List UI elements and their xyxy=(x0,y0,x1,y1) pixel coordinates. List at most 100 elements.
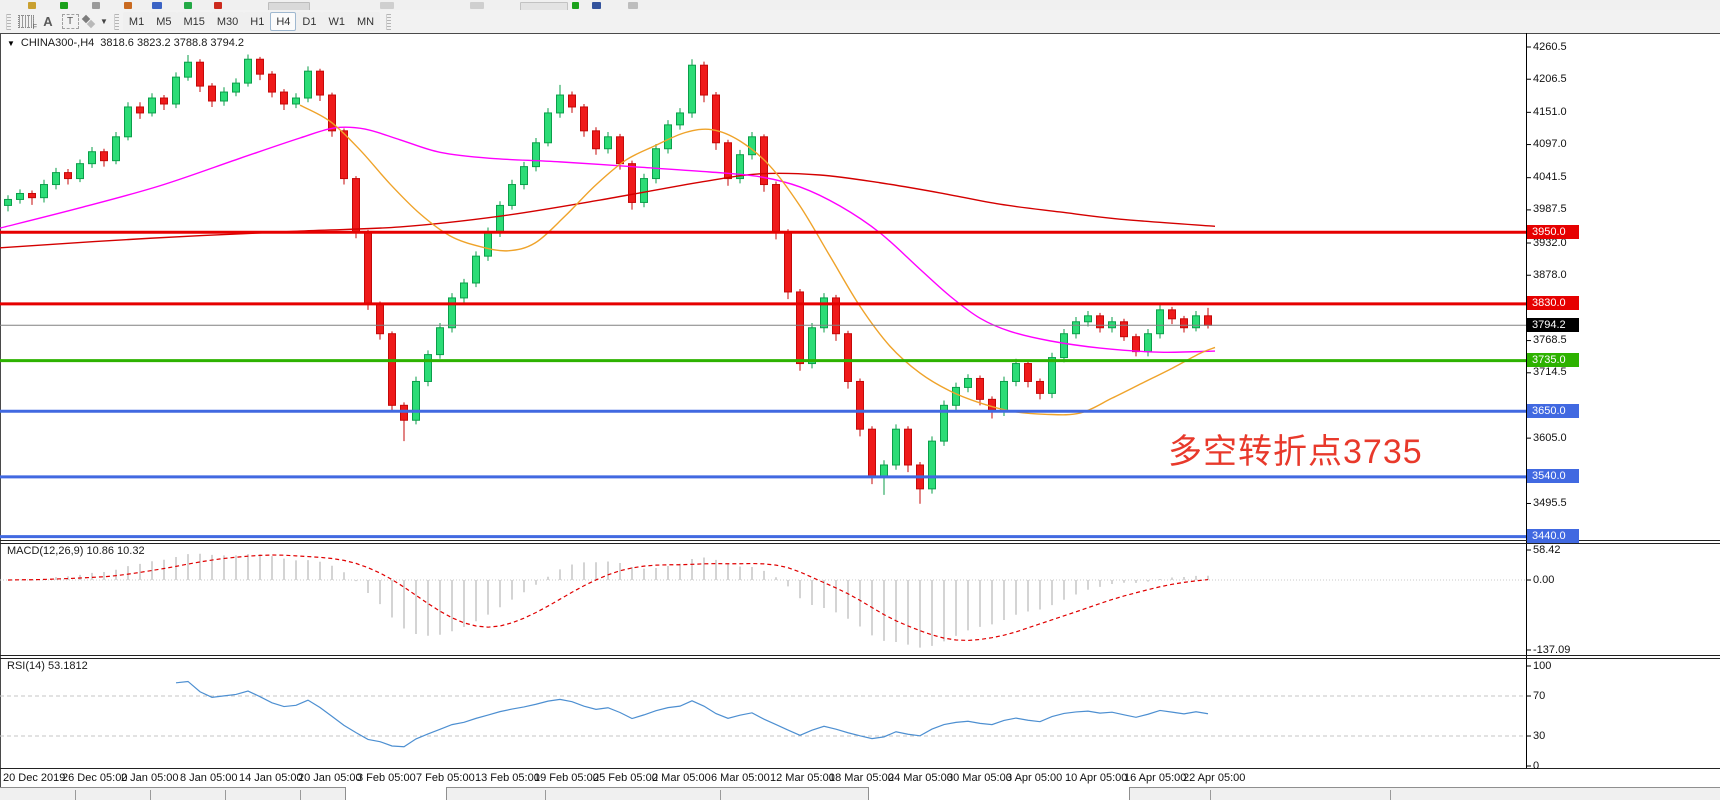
slow-ma-line xyxy=(0,172,1216,249)
shapes-tool-icon[interactable]: ▼ xyxy=(81,12,108,31)
macd-indicator-label: MACD(12,26,9) 10.86 10.32 xyxy=(7,545,145,557)
chart-window[interactable]: ▼ CHINA300-,H4 3818.6 3823.2 3788.8 3794… xyxy=(0,33,1720,800)
text-box-tool-icon[interactable]: T xyxy=(59,12,81,31)
toolbar-drag-handle[interactable] xyxy=(113,13,119,30)
time-tick-label: 16 Apr 05:00 xyxy=(1124,772,1187,784)
level-price-label: 3540.0 xyxy=(1527,469,1579,484)
fast-ma-line xyxy=(299,104,1216,416)
time-tick-label: 3 Apr 05:00 xyxy=(1006,772,1063,784)
clipped-icon xyxy=(572,2,579,9)
time-tick-label: 2 Jan 05:00 xyxy=(121,772,179,784)
tab-divider xyxy=(545,790,546,800)
macd-scale-label: -137.09 xyxy=(1533,643,1571,656)
tab-divider xyxy=(1210,790,1211,800)
chart-tab-bar[interactable] xyxy=(0,787,1720,800)
time-tick-label: 8 Jan 05:00 xyxy=(180,772,238,784)
price-tick-label: 4260.5 xyxy=(1533,40,1567,53)
time-tick-label: 25 Feb 05:00 xyxy=(593,772,658,784)
time-tick-label: 20 Jan 05:00 xyxy=(298,772,362,784)
clipped-icon xyxy=(628,2,638,9)
current-price-label: 3794.2 xyxy=(1527,317,1579,332)
chart-canvas[interactable] xyxy=(0,33,1720,800)
clipped-icon xyxy=(60,2,68,9)
time-tick-label: 20 Dec 2019 xyxy=(3,772,66,784)
rsi-scale-label: 0 xyxy=(1533,759,1540,772)
clipped-icon xyxy=(184,2,192,9)
level-price-label: 3650.0 xyxy=(1527,403,1579,418)
timeframe-m5-button[interactable]: M5 xyxy=(150,12,178,31)
clipped-icon xyxy=(28,2,36,9)
time-tick-label: 6 Mar 05:00 xyxy=(711,772,770,784)
price-tick-label: 3987.5 xyxy=(1533,203,1567,216)
chart-tab[interactable] xyxy=(868,787,1130,800)
crosshair-grid-icon[interactable]: F xyxy=(15,12,37,31)
time-tick-label: 26 Dec 05:00 xyxy=(62,772,128,784)
chart-ohlc-values: 3818.6 3823.2 3788.8 3794.2 xyxy=(100,37,245,49)
clipped-icon xyxy=(214,2,222,9)
timeframe-d1-button[interactable]: D1 xyxy=(296,12,323,31)
toolbar-drag-handle[interactable] xyxy=(6,13,11,30)
price-tick-label: 4097.0 xyxy=(1533,138,1567,151)
time-tick-label: 3 Feb 05:00 xyxy=(357,772,416,784)
price-tick-label: 3495.5 xyxy=(1533,497,1567,509)
tab-divider xyxy=(150,790,151,800)
timeframe-w1-button[interactable]: W1 xyxy=(322,12,351,31)
chart-symbol-label: CHINA300-,H4 xyxy=(20,37,95,49)
time-tick-label: 7 Feb 05:00 xyxy=(416,772,475,784)
rsi-indicator-label: RSI(14) 53.1812 xyxy=(7,660,88,672)
label-a-tool-icon[interactable]: A xyxy=(43,14,53,29)
level-price-label: 3735.0 xyxy=(1527,353,1579,368)
time-tick-label: 14 Jan 05:00 xyxy=(239,772,303,784)
clipped-icon xyxy=(470,2,484,9)
rsi-scale-label: 30 xyxy=(1533,729,1546,742)
clipped-icon xyxy=(592,2,601,9)
time-tick-label: 2 Mar 05:00 xyxy=(652,772,711,784)
level-price-label: 3950.0 xyxy=(1527,224,1579,239)
rsi-scale-label: 70 xyxy=(1533,689,1546,702)
price-tick-label: 3768.5 xyxy=(1533,334,1567,347)
price-tick-label: 3714.5 xyxy=(1533,366,1567,379)
timeframe-m30-button[interactable]: M30 xyxy=(210,12,245,31)
timeframe-m15-button[interactable]: M15 xyxy=(177,12,211,31)
time-tick-label: 18 Mar 05:00 xyxy=(829,772,894,784)
price-tick-label: 3932.0 xyxy=(1533,236,1567,249)
time-tick-label: 30 Mar 05:00 xyxy=(947,772,1012,784)
time-tick-label: 22 Apr 05:00 xyxy=(1183,772,1246,784)
time-tick-label: 13 Feb 05:00 xyxy=(475,772,540,784)
clipped-icon xyxy=(380,2,394,9)
level-price-label: 3440.0 xyxy=(1527,529,1579,544)
chart-symbol-line: ▼ CHINA300-,H4 3818.6 3823.2 3788.8 3794… xyxy=(7,37,244,49)
clipped-icon xyxy=(124,2,132,9)
time-tick-label: 12 Mar 05:00 xyxy=(770,772,835,784)
price-tick-label: 4151.0 xyxy=(1533,105,1567,118)
level-price-label: 3830.0 xyxy=(1527,296,1579,311)
active-chart-tab[interactable] xyxy=(345,787,447,800)
mid-ma-line xyxy=(0,126,1216,354)
timeframe-m1-button[interactable]: M1 xyxy=(122,12,151,31)
price-tick-label: 3605.0 xyxy=(1533,431,1567,444)
price-tick-label: 4041.5 xyxy=(1533,171,1567,184)
timeframe-h1-button[interactable]: H1 xyxy=(244,12,271,31)
tab-divider xyxy=(225,790,226,800)
chart-text-annotation[interactable]: 多空转折点3735 xyxy=(1168,433,1423,471)
price-tick-label: 4206.5 xyxy=(1533,72,1567,85)
tab-divider xyxy=(1390,790,1391,800)
chevron-down-icon: ▼ xyxy=(100,17,108,26)
time-tick-label: 19 Feb 05:00 xyxy=(534,772,599,784)
macd-scale-label: 0.00 xyxy=(1533,573,1555,586)
toolbar-drag-handle[interactable] xyxy=(386,13,392,30)
time-tick-label: 24 Mar 05:00 xyxy=(888,772,953,784)
clipped-icon xyxy=(152,2,162,9)
rsi-scale-label: 100 xyxy=(1533,659,1552,672)
clipped-icon xyxy=(92,2,100,9)
timeframe-mn-button[interactable]: MN xyxy=(350,12,381,31)
tab-divider xyxy=(720,790,721,800)
chart-toolbar: F A T ▼ M1 M5 M15 M30 H1 H4 D1 W1 MN xyxy=(0,10,1720,33)
timeframe-h4-button[interactable]: H4 xyxy=(270,12,297,31)
macd-scale-label: 58.42 xyxy=(1533,543,1561,556)
tab-divider xyxy=(75,790,76,800)
time-tick-label: 10 Apr 05:00 xyxy=(1065,772,1128,784)
chevron-down-icon[interactable]: ▼ xyxy=(7,38,15,48)
tab-divider xyxy=(300,790,301,800)
price-tick-label: 3878.0 xyxy=(1533,268,1567,281)
